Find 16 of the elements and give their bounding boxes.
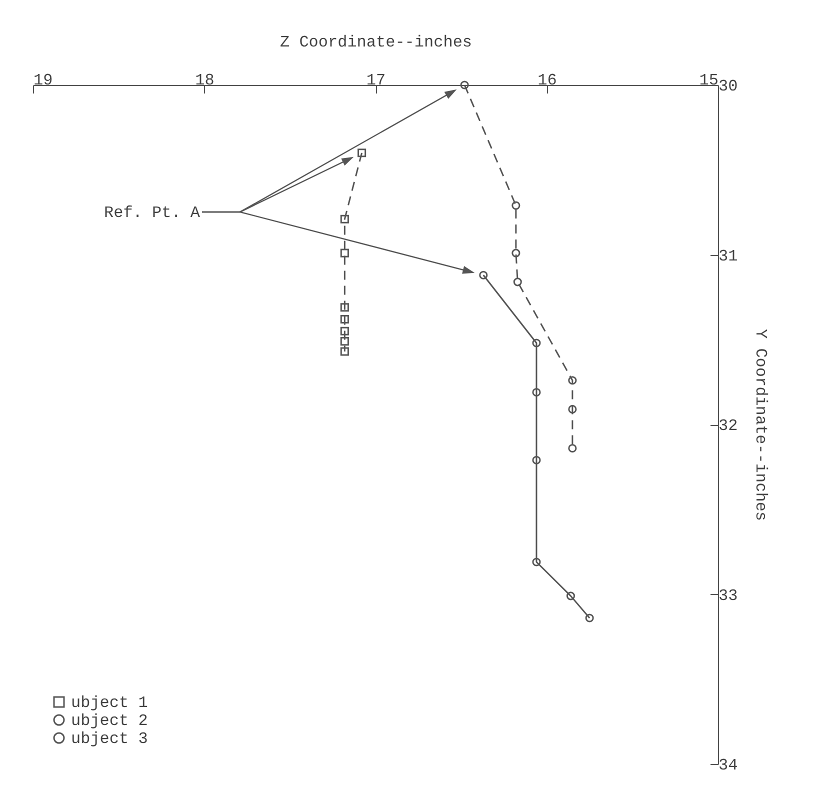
y-tick-label: 34 (718, 756, 738, 774)
y-axis-title: Y Coordinate--inches (752, 328, 770, 522)
x-axis-title: Z Coordinate--inches (280, 34, 472, 52)
x-tick-label: 18 (195, 72, 214, 90)
legend-label: ubject 2 (71, 712, 148, 730)
x-tick-label: 15 (699, 72, 718, 90)
annotation: Ref. Pt. A (104, 204, 200, 222)
legend-label: ubject 1 (71, 694, 148, 712)
y-tick-label: 33 (718, 586, 738, 605)
legend-label: ubject 3 (71, 730, 148, 748)
y-tick-label: 31 (718, 247, 738, 266)
y-tick-label: 30 (718, 78, 738, 96)
x-tick-label: 19 (34, 72, 53, 90)
x-tick-label: 17 (366, 72, 386, 90)
y-tick-label: 32 (718, 417, 738, 435)
x-tick-label: 16 (538, 72, 557, 90)
